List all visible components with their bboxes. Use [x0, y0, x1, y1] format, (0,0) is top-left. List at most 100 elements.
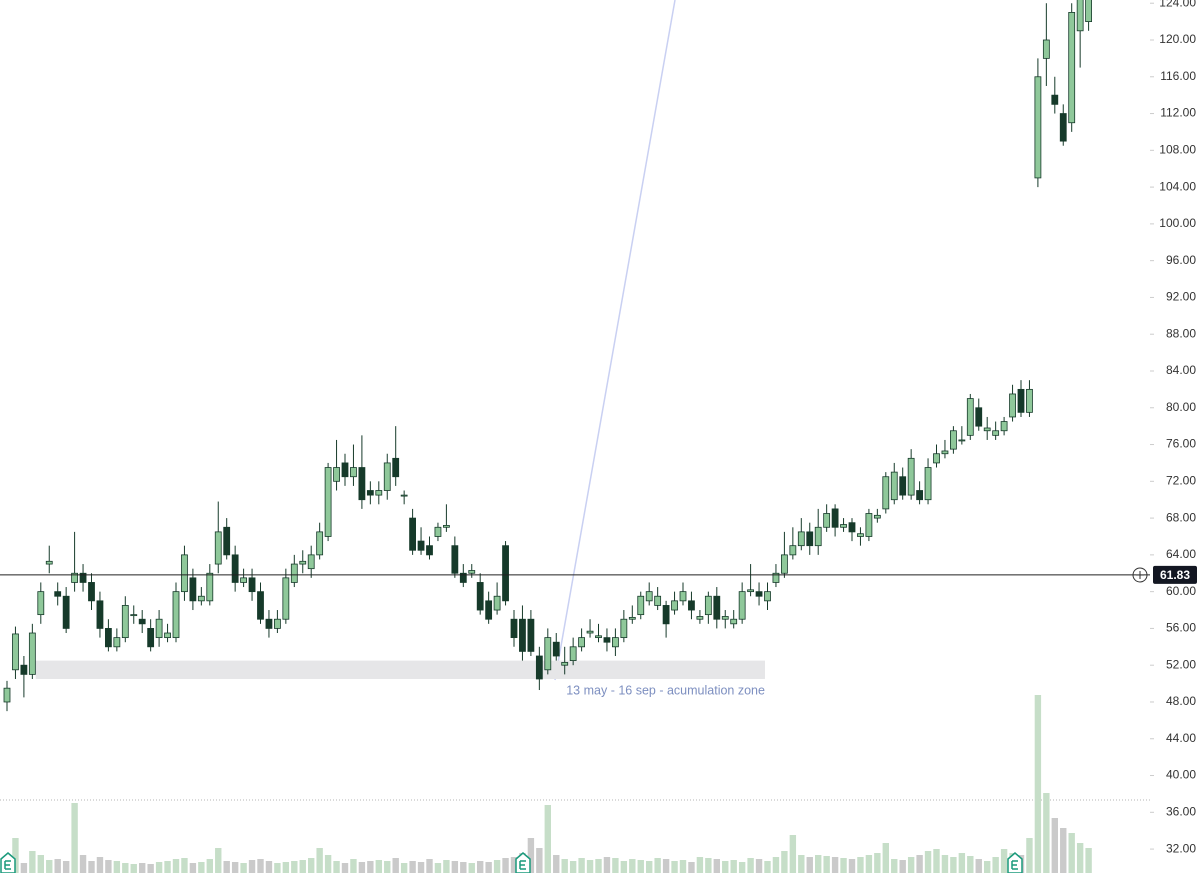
y-tick-label: 64.00: [1166, 547, 1196, 561]
candle-body: [865, 513, 873, 537]
candle-body: [20, 664, 28, 675]
candle-body: [1085, 0, 1092, 23]
volume-bar: [789, 835, 797, 873]
volume-bar: [950, 857, 957, 873]
volume-bar: [553, 855, 560, 873]
candle-body: [265, 618, 273, 629]
last-price-label: 61.83: [1160, 568, 1190, 582]
candle-body: [823, 513, 831, 528]
candle-body: [628, 616, 636, 620]
earnings-marker[interactable]: [1007, 852, 1023, 873]
y-tick-label: 36.00: [1166, 804, 1196, 818]
volume-bar: [426, 859, 433, 873]
candle-body: [214, 531, 222, 565]
volume-bar: [1068, 833, 1075, 873]
volume-bar: [536, 848, 543, 873]
volume-bar: [502, 858, 509, 873]
y-tick-label: 116.00: [1160, 69, 1196, 83]
volume-bar: [12, 838, 19, 873]
candle-body: [383, 462, 391, 491]
volume-bar: [975, 859, 982, 873]
y-tick-label: 80.00: [1166, 400, 1196, 414]
candle-body: [561, 662, 569, 666]
candle-body: [848, 522, 856, 533]
y-tick-label: 120.00: [1159, 32, 1196, 46]
candle-body: [350, 467, 357, 478]
volume-bar: [105, 860, 112, 873]
candle-body: [772, 572, 780, 583]
candle-body: [645, 591, 653, 602]
volume-bar: [333, 861, 340, 873]
candle-body: [1059, 113, 1067, 142]
y-tick-label: 88.00: [1166, 326, 1196, 340]
volume-bar: [755, 859, 763, 873]
candle-body: [552, 641, 560, 657]
volume-bar: [662, 859, 670, 873]
volume-bar: [722, 861, 729, 873]
volume-bar: [37, 855, 44, 873]
candle-body: [248, 577, 256, 593]
volume-bar: [350, 859, 357, 873]
candle-body: [958, 439, 966, 442]
volume-bar: [384, 861, 391, 873]
candle-body: [992, 430, 1000, 436]
volume-bar: [874, 853, 881, 873]
candle-body: [197, 595, 205, 602]
candle-body: [535, 655, 543, 680]
candle-body: [738, 591, 746, 620]
candle-body: [37, 591, 45, 616]
volume-bar: [654, 858, 661, 873]
volume-bar: [1060, 828, 1067, 873]
candle-body: [189, 577, 197, 602]
candle-body: [426, 545, 433, 556]
volume-bar: [865, 855, 873, 873]
candle-body: [121, 605, 129, 639]
candle-body: [71, 572, 78, 583]
y-tick-label: 104.00: [1159, 179, 1196, 193]
volume-bar: [409, 861, 416, 873]
candle-body: [510, 618, 518, 639]
y-tick-label: 124.00: [1159, 0, 1196, 9]
volume-bar: [274, 863, 281, 873]
volume-bar: [1000, 849, 1008, 873]
volume-bar: [679, 860, 687, 873]
volume-bar: [96, 857, 104, 873]
candle-body: [603, 637, 611, 643]
volume-bar: [527, 838, 535, 873]
volume-bar: [798, 855, 805, 873]
candle-body: [333, 467, 340, 482]
volume-bar: [561, 859, 568, 873]
candle-body: [950, 430, 957, 450]
volume-bar: [967, 856, 974, 873]
candle-body: [206, 572, 214, 602]
volume-bar: [772, 857, 780, 873]
volume-bar: [147, 864, 154, 873]
volume-bar: [324, 855, 332, 873]
candle-body: [764, 591, 771, 602]
candle-body: [730, 618, 738, 625]
volume-bar: [1085, 848, 1092, 873]
candle-body: [1000, 421, 1008, 432]
earnings-marker[interactable]: [0, 852, 16, 873]
volume-bar: [747, 858, 754, 873]
candle-body: [933, 453, 940, 464]
volume-bar: [907, 857, 915, 873]
y-tick-label: 56.00: [1166, 621, 1196, 635]
volume-bar: [696, 857, 704, 873]
candle-body: [273, 618, 281, 629]
candle-body: [451, 545, 459, 574]
volume-bar: [992, 857, 999, 873]
plus-icon[interactable]: [1132, 567, 1148, 583]
volume-bar: [544, 805, 551, 873]
trend-line[interactable]: [554, 0, 676, 681]
y-tick-label: 72.00: [1166, 473, 1196, 487]
candle-body: [485, 600, 493, 620]
volume-bar: [468, 863, 475, 873]
volume-bar: [341, 863, 349, 873]
volume-bar: [392, 858, 399, 873]
volume-bar: [485, 862, 492, 873]
candle-body: [1042, 39, 1050, 59]
volume-bar: [1026, 838, 1033, 873]
volume-bar: [130, 864, 137, 873]
earnings-marker[interactable]: [515, 852, 531, 873]
